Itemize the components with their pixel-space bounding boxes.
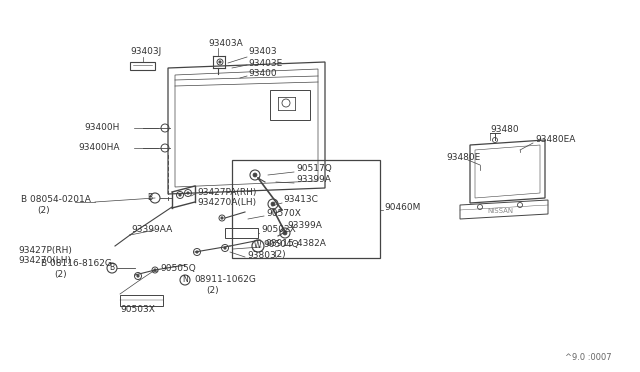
Text: 90503X: 90503X xyxy=(120,305,155,314)
Text: B 08054-0201A: B 08054-0201A xyxy=(21,196,91,205)
Text: 93400: 93400 xyxy=(248,70,276,78)
Text: (2): (2) xyxy=(206,285,219,295)
Text: (2): (2) xyxy=(37,206,50,215)
Text: 90505Q: 90505Q xyxy=(160,264,196,273)
Circle shape xyxy=(271,202,275,206)
Circle shape xyxy=(253,173,257,177)
Text: 08915-4382A: 08915-4382A xyxy=(265,240,326,248)
Circle shape xyxy=(179,194,181,196)
Text: ^9.0 :0007: ^9.0 :0007 xyxy=(565,353,612,362)
Text: 90460M: 90460M xyxy=(384,203,420,212)
Text: 93399AA: 93399AA xyxy=(131,225,172,234)
Text: (2): (2) xyxy=(54,269,67,279)
Text: 934270(LH): 934270(LH) xyxy=(18,257,71,266)
Text: B: B xyxy=(109,263,115,273)
Circle shape xyxy=(219,61,221,63)
Text: 93480E: 93480E xyxy=(446,154,480,163)
Text: 93427PA(RH): 93427PA(RH) xyxy=(197,187,257,196)
Text: 90504Q: 90504Q xyxy=(263,240,299,248)
Circle shape xyxy=(187,192,189,194)
Bar xyxy=(232,160,380,258)
Text: N: N xyxy=(182,276,188,285)
Circle shape xyxy=(224,247,226,249)
Text: B: B xyxy=(147,193,152,202)
Text: 08911-1062G: 08911-1062G xyxy=(194,275,256,283)
Text: 93427P(RH): 93427P(RH) xyxy=(18,246,72,254)
Text: 93480EA: 93480EA xyxy=(535,135,575,144)
Text: 93403: 93403 xyxy=(248,48,276,57)
Circle shape xyxy=(137,275,140,277)
Text: 93399A: 93399A xyxy=(296,176,331,185)
Text: B 08116-8162G: B 08116-8162G xyxy=(41,259,112,267)
Text: 93400H: 93400H xyxy=(84,124,120,132)
Text: 934270A(LH): 934270A(LH) xyxy=(197,199,256,208)
Text: (2): (2) xyxy=(273,250,285,259)
Circle shape xyxy=(221,217,223,219)
Text: 93403J: 93403J xyxy=(130,48,161,57)
Text: 93403A: 93403A xyxy=(208,38,243,48)
Text: NISSAN: NISSAN xyxy=(487,208,513,214)
Text: 90517Q: 90517Q xyxy=(296,164,332,173)
Text: 93803: 93803 xyxy=(247,250,276,260)
Text: W: W xyxy=(254,241,262,250)
Circle shape xyxy=(196,251,198,253)
Text: 90502X: 90502X xyxy=(261,225,296,234)
Text: 93403E: 93403E xyxy=(248,58,282,67)
Circle shape xyxy=(283,231,287,235)
Text: 93480: 93480 xyxy=(490,125,518,135)
Text: 90570X: 90570X xyxy=(266,208,301,218)
Text: 93399A: 93399A xyxy=(287,221,322,231)
Text: 93400HA: 93400HA xyxy=(78,144,120,153)
Text: 93413C: 93413C xyxy=(283,196,318,205)
Circle shape xyxy=(154,269,156,271)
